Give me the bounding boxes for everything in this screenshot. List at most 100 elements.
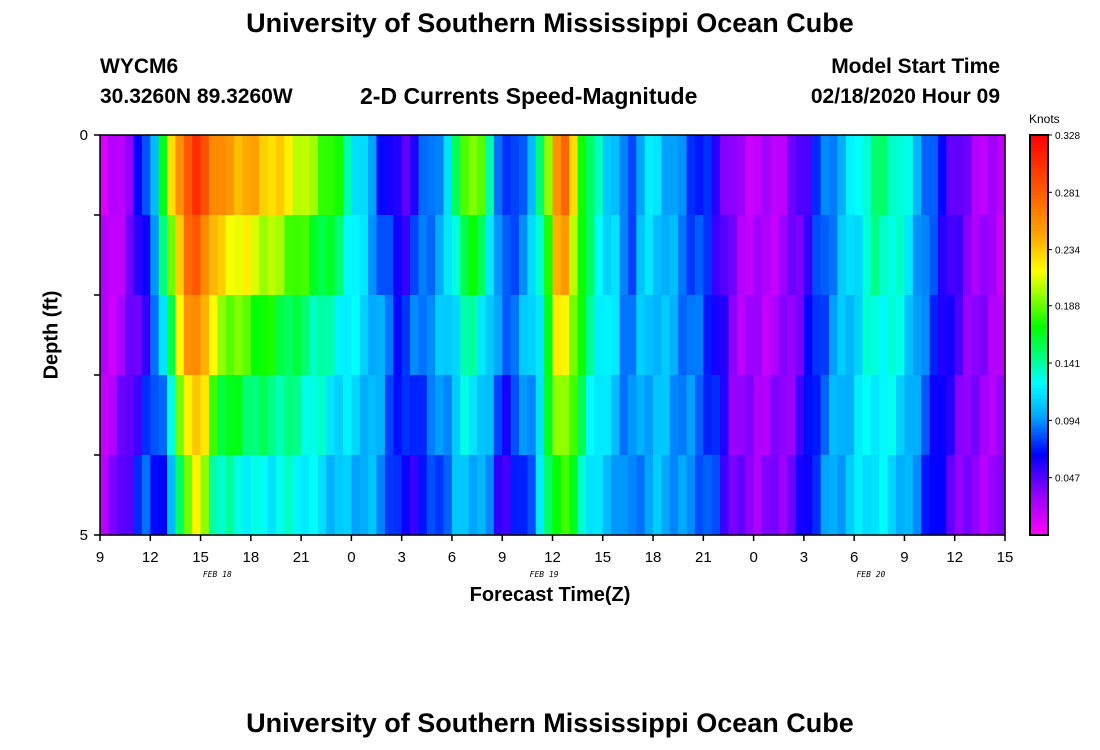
heatmap-cell — [535, 135, 545, 216]
heatmap-cell — [175, 375, 185, 456]
colorbar-segment — [1030, 451, 1048, 456]
colorbar-segment — [1030, 428, 1048, 433]
heatmap-cell — [728, 455, 738, 536]
heatmap-cell — [937, 215, 947, 296]
colorbar-segment — [1030, 458, 1048, 463]
heatmap-cell — [711, 455, 721, 536]
heatmap-cell — [912, 135, 922, 216]
heatmap-cell — [728, 135, 738, 216]
heatmap-cell — [275, 295, 285, 376]
heatmap-cell — [175, 215, 185, 296]
colorbar-segment — [1030, 381, 1048, 386]
heatmap-cell — [410, 295, 420, 376]
heatmap-cell — [401, 295, 411, 376]
heatmap-cell — [485, 455, 495, 536]
heatmap-cell — [535, 455, 545, 536]
heatmap-cell — [720, 295, 730, 376]
heatmap-cell — [661, 375, 671, 456]
heatmap-cell — [946, 135, 956, 216]
heatmap-cell — [644, 455, 654, 536]
heatmap-cell — [326, 295, 336, 376]
heatmap-cell — [518, 135, 528, 216]
heatmap-cell — [250, 295, 260, 376]
heatmap-cell — [334, 455, 344, 536]
colorbar-segment — [1030, 528, 1048, 533]
heatmap-cell — [167, 455, 177, 536]
heatmap-cell — [234, 455, 244, 536]
heatmap-cell — [368, 295, 378, 376]
heatmap-cell — [988, 135, 998, 216]
heatmap-cell — [896, 455, 906, 536]
heatmap-cell — [426, 455, 436, 536]
colorbar-segment — [1030, 308, 1048, 313]
heatmap-cell — [443, 135, 453, 216]
colorbar-segment — [1030, 425, 1048, 429]
heatmap-cell — [703, 455, 713, 536]
heatmap-cell — [837, 375, 847, 456]
heatmap-cell — [753, 295, 763, 376]
heatmap-cell — [820, 295, 830, 376]
heatmap-cell — [761, 455, 771, 536]
heatmap-cell — [720, 455, 730, 536]
heatmap-cell — [451, 295, 461, 376]
heatmap-cell — [552, 295, 562, 376]
heatmap-cell — [292, 295, 302, 376]
heatmap-cell — [736, 215, 746, 296]
heatmap-cell — [502, 135, 512, 216]
colorbar-segment — [1030, 281, 1048, 286]
heatmap-cell — [368, 375, 378, 456]
heatmap-cell — [468, 215, 478, 296]
heatmap-cell — [267, 375, 277, 456]
heatmap-cell — [879, 135, 889, 216]
heatmap-cell — [686, 375, 696, 456]
heatmap-cell — [560, 295, 570, 376]
heatmap-cell — [384, 455, 394, 536]
heatmap-cell — [535, 295, 545, 376]
heatmap-cell — [627, 135, 637, 216]
heatmap-cell — [309, 215, 319, 296]
heatmap-cell — [133, 295, 143, 376]
heatmap-cell — [845, 455, 855, 536]
heatmap-cell — [887, 375, 897, 456]
heatmap-cell — [250, 375, 260, 456]
heatmap-cell — [158, 215, 168, 296]
heatmap-cell — [879, 295, 889, 376]
heatmap-cell — [234, 135, 244, 216]
heatmap-cell — [954, 375, 964, 456]
heatmap-cell — [234, 215, 244, 296]
heatmap-cell — [125, 135, 135, 216]
colorbar-segment — [1030, 288, 1048, 293]
heatmap-cell — [301, 215, 311, 296]
heatmap-cell — [451, 375, 461, 456]
heatmap-cell — [770, 135, 780, 216]
heatmap-cell — [485, 375, 495, 456]
heatmap-cell — [292, 375, 302, 456]
heatmap-cell — [183, 455, 193, 536]
heatmap-cell — [225, 135, 235, 216]
heatmap-cell — [527, 455, 537, 536]
heatmap-cell — [410, 135, 420, 216]
heatmap-cell — [116, 295, 126, 376]
heatmap-cell — [644, 135, 654, 216]
heatmap-cell — [627, 295, 637, 376]
heatmap-cell — [326, 375, 336, 456]
heatmap-cell — [317, 295, 327, 376]
heatmap-cell — [812, 135, 822, 216]
heatmap-cell — [250, 455, 260, 536]
x-tick-label: 3 — [397, 549, 405, 566]
heatmap-cell — [535, 215, 545, 296]
heatmap-cell — [200, 295, 210, 376]
heatmap-cell — [552, 375, 562, 456]
station-coords: 30.3260N 89.3260W — [100, 85, 293, 108]
heatmap-cell — [854, 135, 864, 216]
heatmap-cell — [586, 455, 595, 536]
heatmap-cell — [502, 215, 512, 296]
heatmap-cell — [108, 135, 118, 216]
heatmap-cell — [292, 135, 302, 216]
heatmap-cell — [627, 455, 637, 536]
heatmap-cell — [988, 455, 998, 536]
heatmap-cell — [200, 135, 210, 216]
colorbar-segment — [1030, 315, 1048, 319]
heatmap-cell — [686, 215, 696, 296]
heatmap-cell — [225, 295, 235, 376]
